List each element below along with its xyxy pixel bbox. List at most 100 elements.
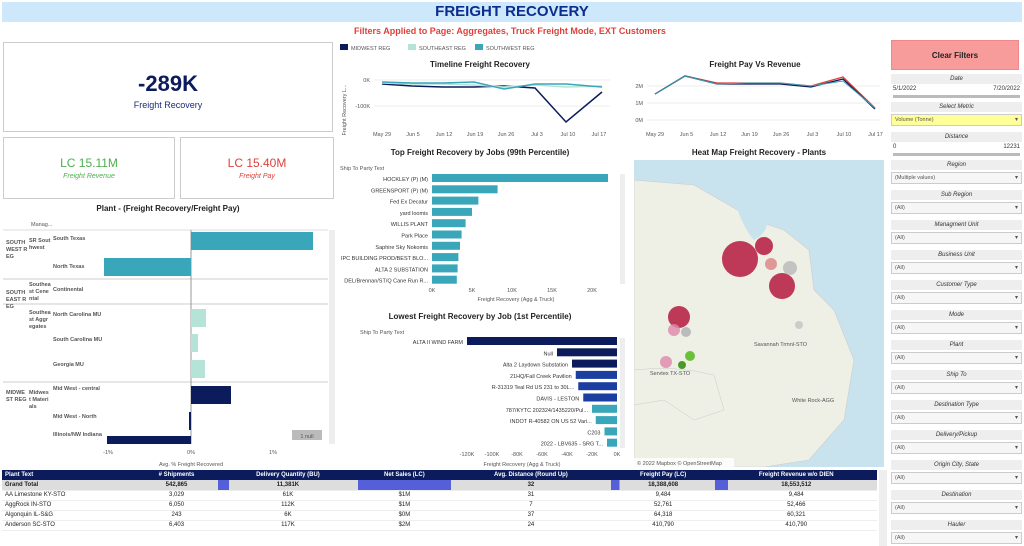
filter-dropdown-7[interactable]: (All) ▾	[891, 382, 1022, 394]
page-title: FREIGHT RECOVERY	[2, 2, 1022, 22]
top-job-bar-5[interactable]	[432, 230, 462, 239]
table-header-3[interactable]: Net Sales (LC)	[357, 470, 452, 480]
clear-filters-button[interactable]: Clear Filters	[891, 40, 1019, 70]
top-job-bar-2[interactable]	[432, 196, 479, 205]
date-range[interactable]: 5/1/2022 7/20/2022	[891, 84, 1022, 94]
filter-dropdown-10[interactable]: (All) ▾	[891, 472, 1022, 484]
heat-map[interactable]: Savannah Trmnl-STO Servtex TX-STO White …	[634, 160, 884, 467]
map-bubble-3[interactable]	[769, 273, 795, 299]
distance-slider[interactable]	[893, 153, 1020, 156]
top-job-bar-4[interactable]	[432, 219, 466, 228]
plant-bar-south-texas[interactable]	[191, 232, 313, 250]
top-job-label-0: HOCKLEY (P) (M)	[383, 177, 428, 183]
filter-dropdown-3[interactable]: (All) ▾	[891, 262, 1022, 274]
top-jobs-scrollbar[interactable]	[620, 174, 625, 284]
low-xtick-6: 0K	[614, 452, 621, 458]
filter-dropdown-9[interactable]: (All) ▾	[891, 442, 1022, 454]
kpi-freight-recovery: -289K Freight Recovery	[3, 42, 333, 132]
filter-dropdown-4[interactable]: (All) ▾	[891, 292, 1022, 304]
map-bubble-7[interactable]	[668, 324, 680, 336]
filter-dropdown-8[interactable]: (All) ▾	[891, 412, 1022, 424]
filter-dropdown-5[interactable]: (All) ▾	[891, 322, 1022, 334]
chevron-down-icon: ▾	[1014, 295, 1018, 301]
low-job-bar-8[interactable]	[604, 427, 618, 436]
map-bubble-9[interactable]	[660, 356, 672, 368]
map-bubble-1[interactable]	[722, 241, 758, 277]
top-job-bar-9[interactable]	[432, 275, 457, 284]
table-header-5[interactable]: Freight Pay (LC)	[610, 470, 716, 480]
top-job-bar-1[interactable]	[432, 185, 498, 194]
null-badge-bg[interactable]	[292, 430, 322, 440]
top-jobs-chart: Ship To Party Text HOCKLEY (P) (M) GREENS…	[340, 166, 625, 303]
timeline-line-midwest[interactable]	[381, 83, 603, 124]
table-cell: Algonquin IL-S&G	[2, 510, 135, 521]
top-job-bar-3[interactable]	[432, 207, 472, 216]
map-bubble-5[interactable]	[783, 261, 797, 275]
map-bubble-8[interactable]	[681, 327, 691, 337]
table-scrollbar[interactable]	[879, 470, 887, 546]
plant-bar-north-texas[interactable]	[104, 258, 191, 276]
top-job-bar-0[interactable]	[432, 174, 608, 182]
top-job-bar-7[interactable]	[432, 253, 459, 262]
low-job-bar-1[interactable]	[557, 348, 617, 357]
timeline-line-southwest[interactable]	[381, 81, 603, 90]
plant-bar-midwest-north[interactable]	[189, 412, 191, 430]
table-cell: $1M	[357, 500, 452, 511]
plant-bar-north-carolina[interactable]	[191, 309, 206, 327]
table-row[interactable]: AA Limestone KY-STO 3,029 61K $1M 31 9,484 9,4…	[2, 490, 877, 501]
low-job-bar-4[interactable]	[578, 382, 617, 391]
pay-ytick-1: 1M	[635, 101, 643, 107]
table-row[interactable]: Algonquin IL-S&G 243 6K $0M 37 64,318 60,321	[2, 510, 877, 521]
plant-scrollbar[interactable]	[329, 230, 335, 444]
filter-label-3: Business Unit	[891, 250, 1022, 260]
map-bubble-2[interactable]	[755, 237, 773, 255]
top-job-label-7: IPC BUILDING PROD/BEST BLO...	[341, 256, 428, 262]
filter-dropdown-6[interactable]: (All) ▾	[891, 352, 1022, 364]
table-cell: AggRock IN-STO	[2, 500, 135, 511]
plant-bar-georgia[interactable]	[191, 360, 205, 378]
map-bubble-11[interactable]	[678, 361, 686, 369]
table-row[interactable]: Anderson SC-STO 6,403 117K $2M 24 410,790 410,…	[2, 520, 877, 531]
map-bubble-4[interactable]	[765, 258, 777, 270]
timeline-xtick-6: Jul 10	[561, 132, 576, 138]
table-row[interactable]: AggRock IN-STO 6,050 112K $1M 7 52,761 52,466	[2, 500, 877, 511]
distance-range[interactable]: 0 12231	[891, 142, 1022, 152]
low-job-bar-5[interactable]	[583, 393, 617, 402]
plant-bar-south-carolina[interactable]	[191, 334, 198, 352]
table-header-2[interactable]: Delivery Quantity (BU)	[218, 470, 358, 480]
date-slider[interactable]	[893, 95, 1020, 98]
top-job-bar-6[interactable]	[432, 241, 460, 250]
distance-label: Distance	[891, 132, 1022, 142]
low-job-bar-9[interactable]	[607, 438, 617, 447]
plant-bar-illinois[interactable]	[107, 436, 191, 444]
low-job-bar-6[interactable]	[592, 404, 617, 413]
table-cell: 410,790	[715, 520, 877, 531]
map-bubble-12[interactable]	[795, 321, 803, 329]
table-header-4[interactable]: Avg. Distance (Round Up)	[451, 470, 611, 480]
metric-dropdown[interactable]: Volume (Tonne) ▾	[891, 114, 1022, 126]
top-job-bar-8[interactable]	[432, 264, 458, 273]
filter-dropdown-1[interactable]: (All) ▾	[891, 202, 1022, 214]
table-cell: 117K	[218, 520, 358, 531]
table-header-6[interactable]: Freight Revenue w/o DIEN	[715, 470, 877, 480]
filter-dropdown-0[interactable]: (Multiple values) ▾	[891, 172, 1022, 184]
filter-dropdown-11[interactable]: (All) ▾	[891, 502, 1022, 514]
low-jobs-scrollbar[interactable]	[620, 338, 625, 448]
map-bubble-10[interactable]	[685, 351, 695, 361]
filter-dropdown-12[interactable]: (All) ▾	[891, 532, 1022, 544]
plant-sub-3: Southea st Aggr egates	[29, 310, 52, 330]
table-header-0[interactable]: Plant Text	[2, 470, 135, 480]
low-job-bar-7[interactable]	[595, 416, 617, 425]
pay-line-other[interactable]	[654, 75, 876, 109]
low-jobs-axis-title: Ship To Party Text	[360, 330, 405, 336]
plant-bar-midwest-central[interactable]	[191, 386, 231, 404]
low-job-bar-2[interactable]	[572, 359, 617, 368]
low-job-label-5: DAVIS - LESTON	[536, 397, 579, 403]
low-job-bar-3[interactable]	[575, 370, 617, 379]
table-row[interactable]: Grand Total 542,865 11,381K 32 18,388,608 18,…	[2, 480, 877, 491]
chevron-down-icon: ▾	[1014, 235, 1018, 241]
low-job-bar-0[interactable]	[467, 337, 617, 345]
map-bubble-6[interactable]	[668, 306, 690, 328]
filter-dropdown-2[interactable]: (All) ▾	[891, 232, 1022, 244]
table-header-1[interactable]: # Shipments	[134, 470, 219, 480]
